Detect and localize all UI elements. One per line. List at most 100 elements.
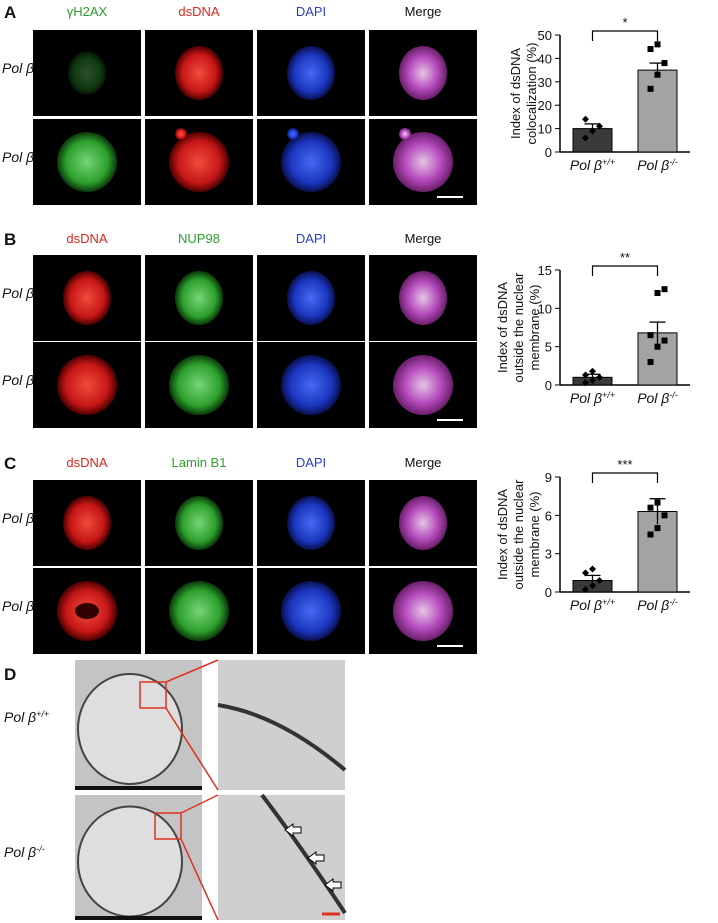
x-tick-label-base: Pol β: [637, 597, 669, 613]
data-point: [596, 373, 603, 381]
data-point: [582, 134, 589, 142]
y-tick-label: 50: [538, 28, 552, 43]
micronucleus: [175, 128, 187, 140]
significance: ***: [617, 457, 632, 472]
x-tick-label-base: Pol β: [570, 597, 602, 613]
x-tick-label: Pol β+/+: [570, 157, 615, 173]
column-header: Merge: [405, 455, 442, 470]
y-tick-label: 40: [538, 51, 552, 66]
row-label-base: Pol β: [2, 510, 34, 526]
row-label-base: Pol β: [4, 844, 36, 860]
em-scale: [75, 916, 202, 920]
data-point: [582, 115, 589, 123]
column-header: Merge: [405, 4, 442, 19]
data-point: [661, 512, 668, 519]
significance: **: [620, 250, 630, 265]
row-label-base: Pol β: [2, 372, 34, 388]
column-header: γH2AX: [67, 4, 108, 19]
data-point: [589, 367, 596, 375]
nucleus: [399, 496, 447, 550]
data-point: [589, 565, 596, 573]
row-label: Pol β+/+: [4, 709, 49, 725]
data-point: [589, 127, 596, 135]
nucleus: [281, 581, 341, 641]
zoom-line: [180, 794, 219, 814]
data-point: [654, 343, 661, 350]
y-tick-label: 5: [545, 340, 552, 355]
x-tick-label: Pol β-/-: [637, 157, 678, 173]
x-tick-label: Pol β+/+: [570, 390, 615, 406]
data-point: [596, 122, 603, 130]
micronucleus: [287, 128, 299, 140]
nucleus: [175, 46, 223, 100]
data-point: [661, 60, 668, 67]
column-header: dsDNA: [66, 231, 108, 246]
y-axis-label: membrane (%): [527, 285, 542, 371]
data-point: [654, 499, 661, 506]
nucleus: [281, 132, 341, 192]
column-header: DAPI: [296, 231, 326, 246]
panel-label: A: [4, 3, 16, 22]
column-header: DAPI: [296, 455, 326, 470]
nucleus: [175, 496, 223, 550]
nucleus: [63, 496, 111, 550]
zoom-box: [154, 812, 182, 840]
x-tick-label: Pol β-/-: [637, 597, 678, 613]
nucleus: [399, 46, 447, 100]
column-header: NUP98: [178, 231, 220, 246]
y-axis-label: Index of dsDNA: [495, 489, 510, 580]
nucleus: [393, 132, 453, 192]
x-tick-label-sup: +/+: [602, 390, 615, 400]
nucleus: [175, 271, 223, 325]
column-header: Lamin B1: [172, 455, 227, 470]
data-point: [654, 71, 661, 78]
bar: [637, 69, 678, 153]
x-tick-label-base: Pol β: [570, 390, 602, 406]
y-axis-label: colocalization (%): [524, 43, 539, 145]
row-label-sup: +/+: [36, 709, 49, 719]
nucleus: [287, 46, 335, 100]
significance-bracket: [591, 472, 659, 483]
y-tick-label: 6: [545, 508, 552, 523]
data-point: [589, 582, 596, 590]
em-membrane: [260, 793, 347, 915]
x-tick-label-sup: -/-: [669, 390, 678, 400]
x-tick-label-sup: -/-: [669, 597, 678, 607]
x-tick-label-base: Pol β: [637, 157, 669, 173]
micronucleus: [399, 128, 411, 140]
y-axis-label: outside the nuclear: [511, 479, 526, 590]
y-tick-label: 20: [538, 98, 552, 113]
data-point: [596, 577, 603, 584]
panel-label: D: [4, 665, 16, 684]
row-label: Pol β-/-: [4, 844, 45, 860]
y-tick-label: 3: [545, 547, 552, 562]
y-tick-label: 9: [545, 470, 552, 485]
arrow: [284, 823, 302, 837]
data-point: [582, 585, 589, 593]
bar: [637, 511, 678, 593]
x-tick-label-base: Pol β: [570, 157, 602, 173]
row-label-base: Pol β: [4, 709, 36, 725]
column-header: dsDNA: [66, 455, 108, 470]
y-axis-label: Index of dsDNA: [508, 48, 523, 139]
y-tick-label: 10: [538, 122, 552, 137]
data-point: [582, 379, 589, 387]
x-tick-label-sup: +/+: [602, 157, 615, 167]
nucleus: [169, 355, 229, 415]
y-tick-label: 0: [545, 145, 552, 160]
significance: *: [622, 15, 627, 30]
nucleus: [393, 581, 453, 641]
data-point: [654, 41, 661, 48]
panel-label: C: [4, 454, 16, 473]
x-tick-label: Pol β+/+: [570, 597, 615, 613]
data-point: [654, 290, 661, 296]
data-point: [661, 337, 668, 344]
row-label-base: Pol β: [2, 598, 34, 614]
column-header: Merge: [405, 231, 442, 246]
y-axis-label: membrane (%): [527, 492, 542, 578]
data-point: [582, 371, 589, 379]
data-point: [661, 286, 668, 293]
nucleus: [57, 355, 117, 415]
em-scale: [75, 786, 202, 790]
data-point: [582, 569, 589, 577]
